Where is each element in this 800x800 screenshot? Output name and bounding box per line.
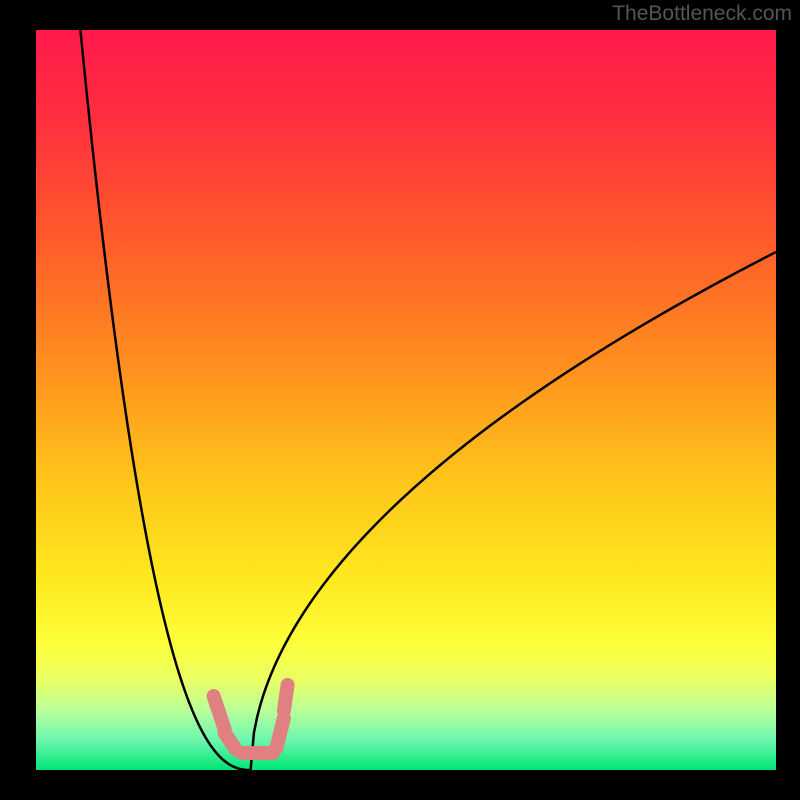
bottleneck-chart: [36, 30, 776, 770]
chart-background: [36, 30, 776, 770]
watermark-text: TheBottleneck.com: [612, 2, 792, 26]
